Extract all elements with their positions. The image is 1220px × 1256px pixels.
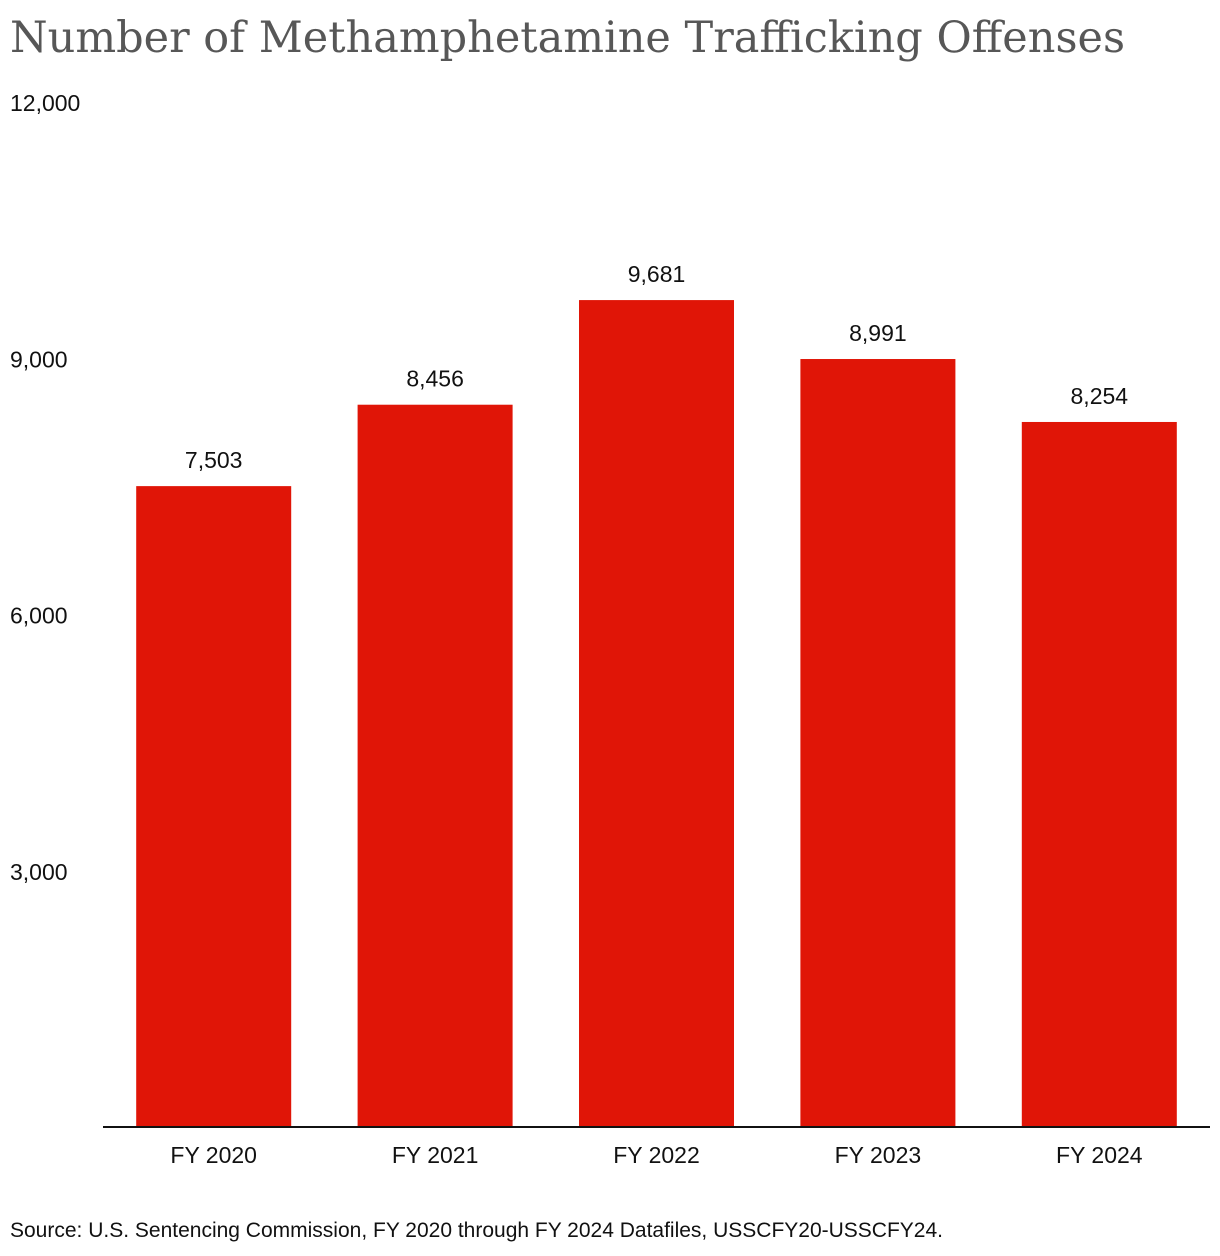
bar: [357, 404, 513, 1127]
x-tick-label: FY 2024: [1056, 1142, 1143, 1168]
chart-title: Number of Methamphetamine Trafficking Of…: [10, 13, 1126, 63]
y-tick-label: 9,000: [10, 346, 68, 372]
x-tick-label: FY 2021: [392, 1142, 479, 1168]
x-axis-labels: FY 2020 FY 2021 FY 2022 FY 2023 FY 2024: [170, 1142, 1142, 1168]
y-tick-label: 3,000: [10, 859, 68, 885]
y-tick-label: 6,000: [10, 603, 68, 629]
x-tick-label: FY 2020: [170, 1142, 257, 1168]
bar-value-label: 9,681: [628, 261, 686, 287]
y-tick-label: 12,000: [10, 90, 80, 116]
source-note: Source: U.S. Sentencing Commission, FY 2…: [10, 1219, 944, 1242]
value-labels: 7,503 8,456 9,681 8,991 8,254: [185, 261, 1128, 473]
bar: [136, 486, 292, 1127]
bar: [579, 300, 734, 1127]
bar: [800, 359, 956, 1127]
x-tick-label: FY 2023: [835, 1142, 922, 1168]
y-axis-ticks: 3,000 6,000 9,000 12,000: [10, 90, 80, 885]
bar-value-label: 8,456: [406, 366, 464, 392]
bar: [1021, 421, 1177, 1127]
bars: [136, 300, 1177, 1127]
bar-value-label: 7,503: [185, 447, 243, 473]
bar-value-label: 8,991: [849, 320, 907, 346]
bar-value-label: 8,254: [1071, 383, 1129, 409]
x-tick-label: FY 2022: [613, 1142, 700, 1168]
